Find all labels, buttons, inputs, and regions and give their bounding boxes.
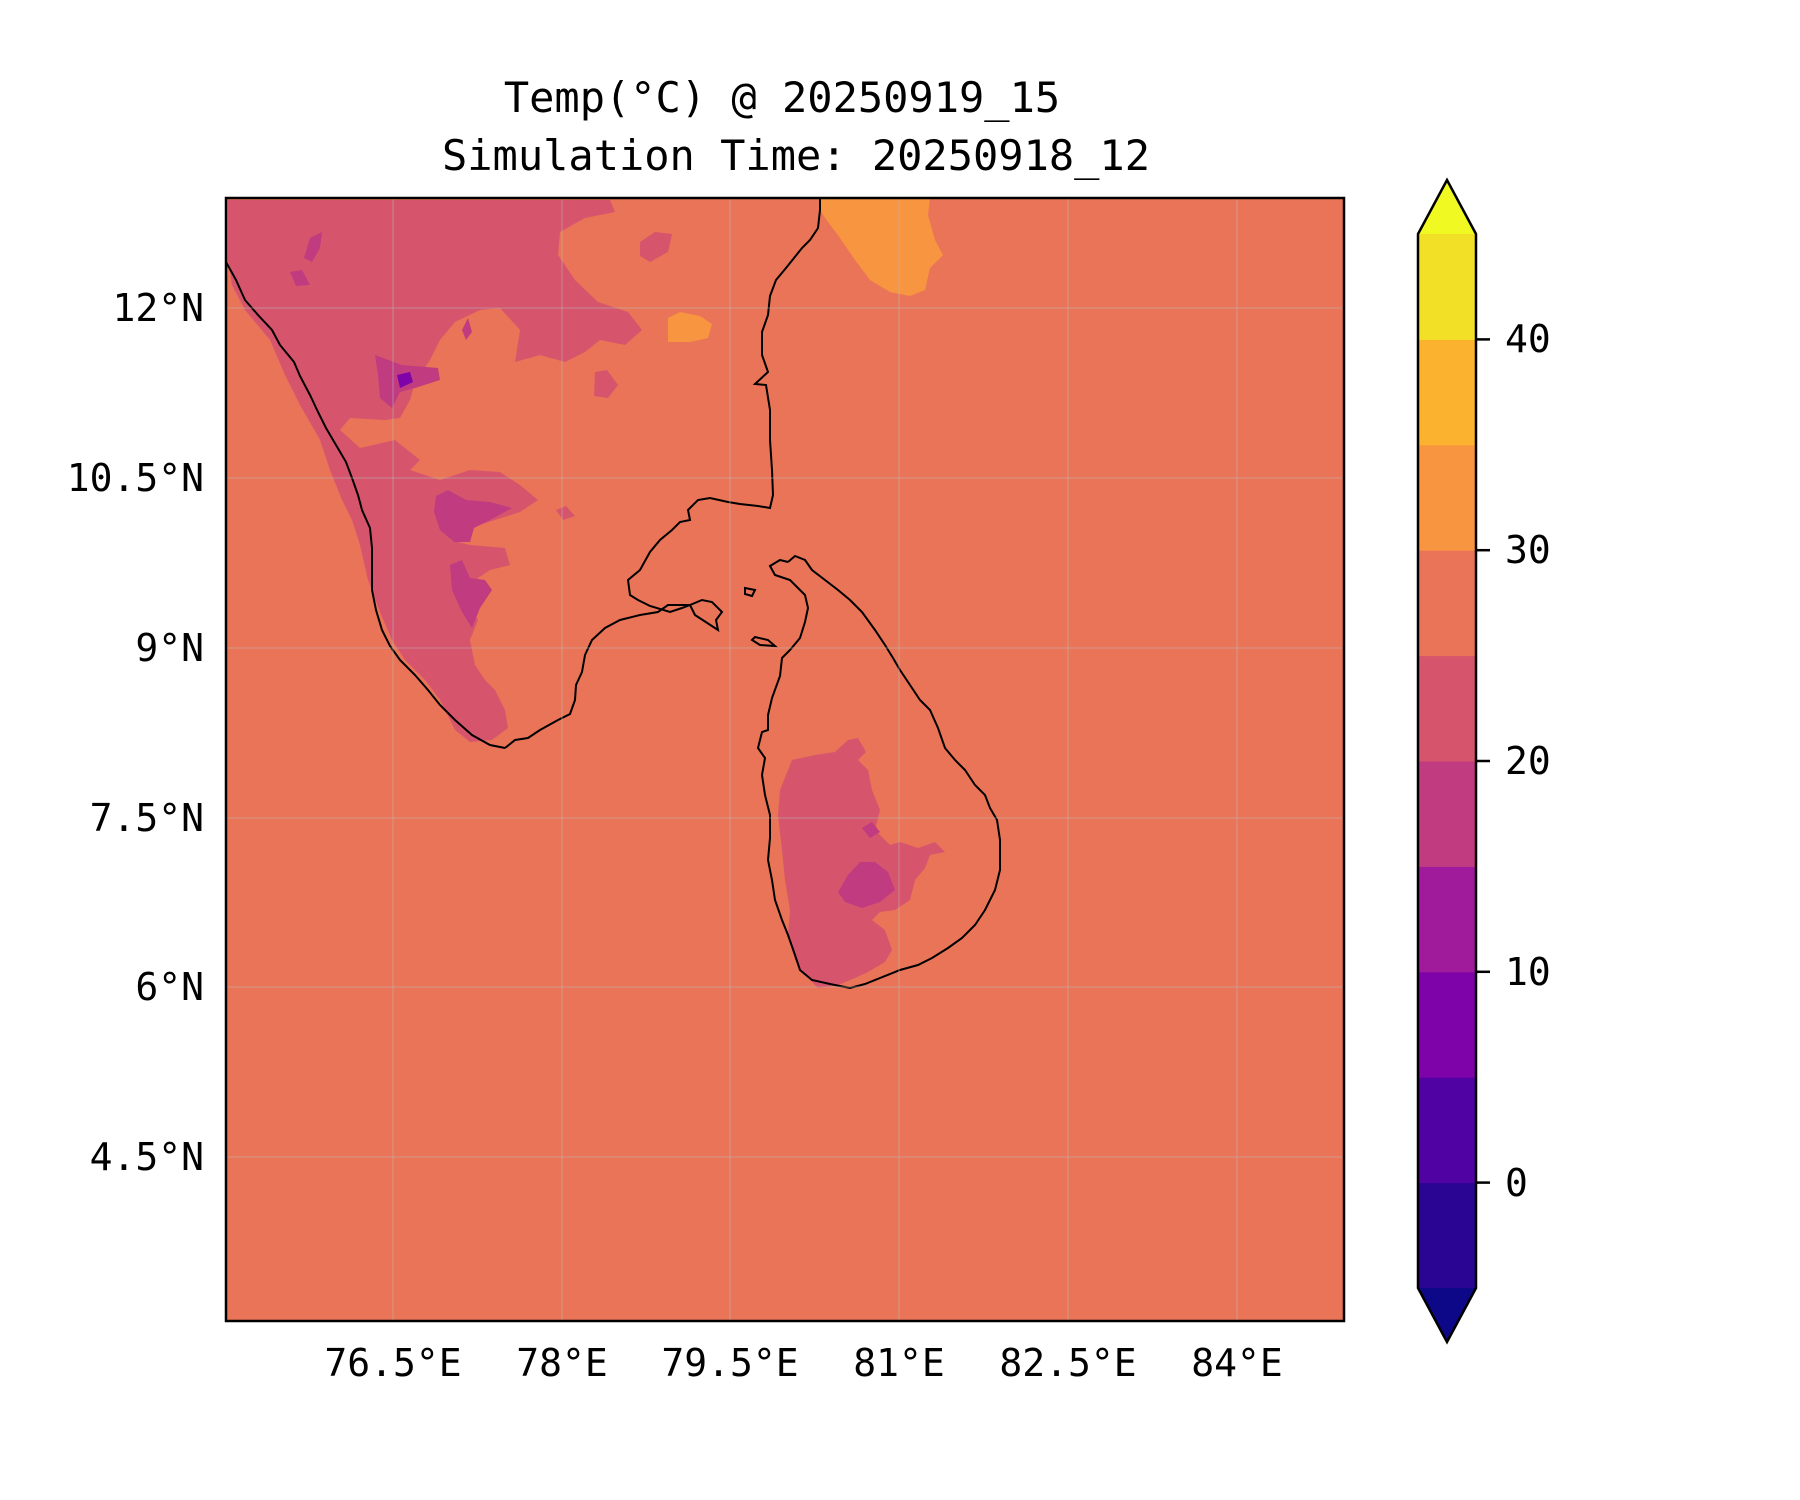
lon-tick-label: 79.5°E (661, 1341, 798, 1385)
map-plot-area (226, 198, 1344, 1321)
longitude-tick-labels: 76.5°E 78°E 79.5°E 81°E 82.5°E 84°E (324, 1341, 1282, 1385)
map-subtitle: Simulation Time: 20250918_12 (442, 131, 1150, 180)
colorbar-segment (1418, 655, 1476, 762)
lon-tick-label: 81°E (853, 1341, 945, 1385)
east-coast-hot-region (820, 198, 943, 296)
colorbar-tick-labels: 40 30 20 10 0 (1505, 317, 1551, 1205)
india-peak-1 (304, 232, 322, 262)
india-highland-patch-3 (556, 506, 575, 520)
lat-tick-label: 12°N (112, 286, 204, 330)
colorbar-under-extension (1418, 1288, 1476, 1342)
palk-islands (744, 586, 757, 598)
colorbar-tick-label: 20 (1505, 739, 1551, 783)
lon-tick-label: 78°E (516, 1341, 608, 1385)
lat-tick-label: 7.5°N (90, 796, 204, 840)
map-title: Temp(°C) @ 20250919_15 (504, 73, 1060, 122)
india-west-coastline (226, 261, 506, 749)
india-highland-region (228, 200, 642, 742)
graticule (226, 198, 1344, 1321)
india-summit (397, 372, 413, 388)
colorbar-segment (1418, 444, 1476, 551)
colorbar-segment (1418, 550, 1476, 657)
colorbar-segment (1418, 761, 1476, 867)
colorbar-segment (1418, 339, 1476, 446)
map-frame (224, 196, 1346, 1323)
colorbar-tick-label: 40 (1505, 317, 1551, 361)
india-peak-6 (462, 318, 472, 340)
latitude-tick-labels: 12°N 10.5°N 9°N 7.5°N 6°N 4.5°N (67, 286, 204, 1179)
colorbar-segment (1418, 234, 1476, 340)
india-highland-patch-1 (640, 232, 672, 262)
lon-tick-label: 82.5°E (999, 1341, 1136, 1385)
colorbar (1416, 177, 1490, 1345)
india-peak-2 (290, 270, 310, 286)
lon-tick-label: 76.5°E (324, 1341, 461, 1385)
india-south-east-coastline (504, 198, 821, 749)
lat-tick-label: 9°N (135, 626, 204, 670)
srilanka-peak-small (862, 822, 880, 838)
lat-tick-label: 6°N (135, 965, 204, 1009)
lat-tick-label: 10.5°N (67, 456, 204, 500)
mannar-island (750, 635, 778, 648)
colorbar-tick-label: 30 (1505, 528, 1551, 572)
india-peak-4 (434, 490, 512, 542)
colorbar-segment (1418, 1077, 1476, 1184)
colorbar-tick-label: 10 (1505, 950, 1551, 994)
colorbar-segment (1418, 1182, 1476, 1289)
lon-tick-label: 84°E (1191, 1341, 1283, 1385)
india-hot-patch (668, 312, 712, 342)
india-highland-patch-2 (594, 370, 618, 398)
srilanka-coastline (756, 554, 1001, 990)
colorbar-segment (1418, 866, 1476, 973)
colorbar-tick-label: 0 (1505, 1161, 1528, 1205)
lat-tick-label: 4.5°N (90, 1135, 204, 1179)
colorbar-over-extension (1418, 180, 1476, 234)
india-peak-5 (450, 560, 492, 628)
coastlines (226, 198, 1001, 990)
srilanka-peak (838, 862, 895, 908)
colorbar-segment (1418, 971, 1476, 1078)
colorbar-outline (1416, 177, 1478, 1345)
